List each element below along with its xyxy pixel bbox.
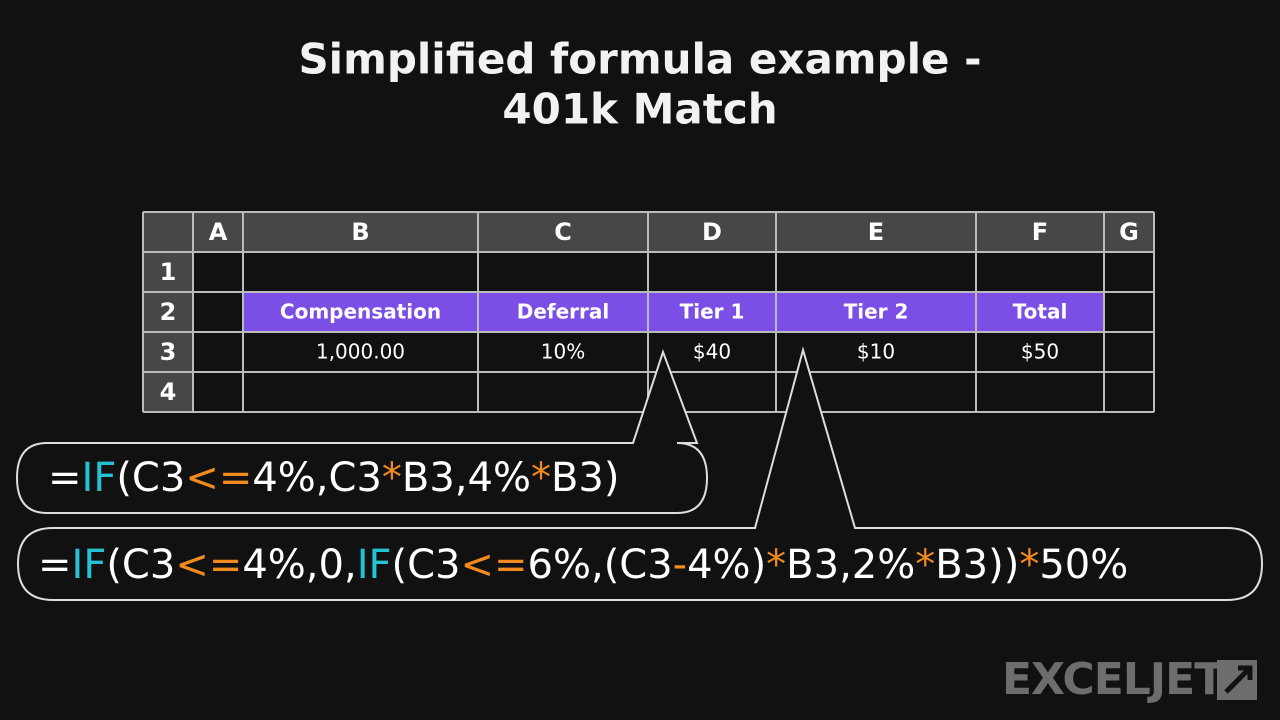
formula-token: * [915,542,935,588]
formula-token: <= [185,455,252,501]
cell: Total [1013,300,1068,324]
formula-token: 4%) [687,542,766,588]
column-header: F [1032,218,1048,246]
cell: $40 [693,340,731,364]
cell: 1,000.00 [316,340,405,364]
column-header: A [209,218,228,246]
formula-token: * [382,455,402,501]
cell-fill [243,292,478,332]
column-header: E [868,218,884,246]
formula-token: B3,4% [402,455,531,501]
formula-token: (C3 [106,542,175,588]
formula-token: 6%,(C3 [528,542,673,588]
cell-fill [648,292,776,332]
formula: =IF(C3<=4%,0,IF(C3<=6%,(C3-4%)*B3,2%*B3)… [38,542,1128,588]
formula-token: (C3 [116,455,185,501]
formula-token: B3) [551,455,620,501]
title-line: Simplified formula example - [298,35,981,84]
cell: Compensation [280,300,441,324]
formula-token: = [48,455,82,501]
cell-fill [776,292,976,332]
formula-token: B3)) [935,542,1019,588]
formula-token: B3,2% [786,542,915,588]
formula-token: 50% [1039,542,1128,588]
formula-token: (C3 [392,542,461,588]
formula-token: 4%,C3 [252,455,382,501]
formula-token: IF [82,455,117,501]
header-bg [143,212,193,412]
column-header: G [1119,218,1139,246]
cell: Deferral [517,300,610,324]
cell: $50 [1021,340,1059,364]
column-header: B [351,218,369,246]
cell: Tier 2 [844,300,909,324]
formula-token: IF [357,542,392,588]
formula-token: * [531,455,551,501]
row-header: 4 [160,378,177,406]
spreadsheet: A B C D E F G 1 2 Compensation Deferral Tier 1 Tier … [142,211,1155,413]
formula-token: 4%,0, [242,542,356,588]
title-line: 401k Match [502,85,777,134]
cell: Tier 1 [680,300,745,324]
column-header: D [702,218,722,246]
callout-2 [16,346,1264,601]
cell-fill [478,292,648,332]
cell-fill [976,292,1104,332]
formula-token: <= [460,542,527,588]
logo-arrow [1224,665,1253,694]
formula-token: IF [72,542,107,588]
column-header: C [554,218,572,246]
formula-token: * [766,542,786,588]
cell: $10 [857,340,895,364]
row-header: 3 [160,338,177,366]
row-header: 2 [160,298,177,326]
formula-token: = [38,542,72,588]
formula-token: - [673,542,687,588]
formula-token: * [1019,542,1039,588]
formula-token: <= [175,542,242,588]
formula: =IF(C3<=4%,C3*B3,4%*B3) [48,455,619,501]
row-header: 1 [160,258,177,286]
callout-1 [15,348,709,514]
cell: 10% [541,340,585,364]
logo-text: EXCELJET [1002,654,1224,705]
